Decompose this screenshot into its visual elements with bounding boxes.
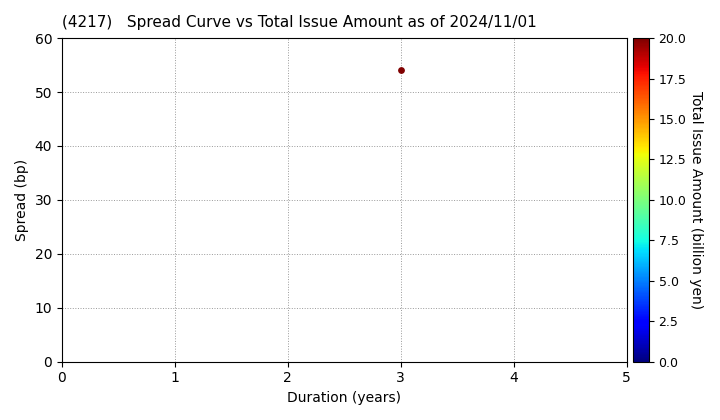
X-axis label: Duration (years): Duration (years) [287,391,401,405]
Point [395,67,407,74]
Y-axis label: Spread (bp): Spread (bp) [15,159,29,241]
Text: (4217)   Spread Curve vs Total Issue Amount as of 2024/11/01: (4217) Spread Curve vs Total Issue Amoun… [62,15,536,30]
Y-axis label: Total Issue Amount (billion yen): Total Issue Amount (billion yen) [689,91,703,309]
